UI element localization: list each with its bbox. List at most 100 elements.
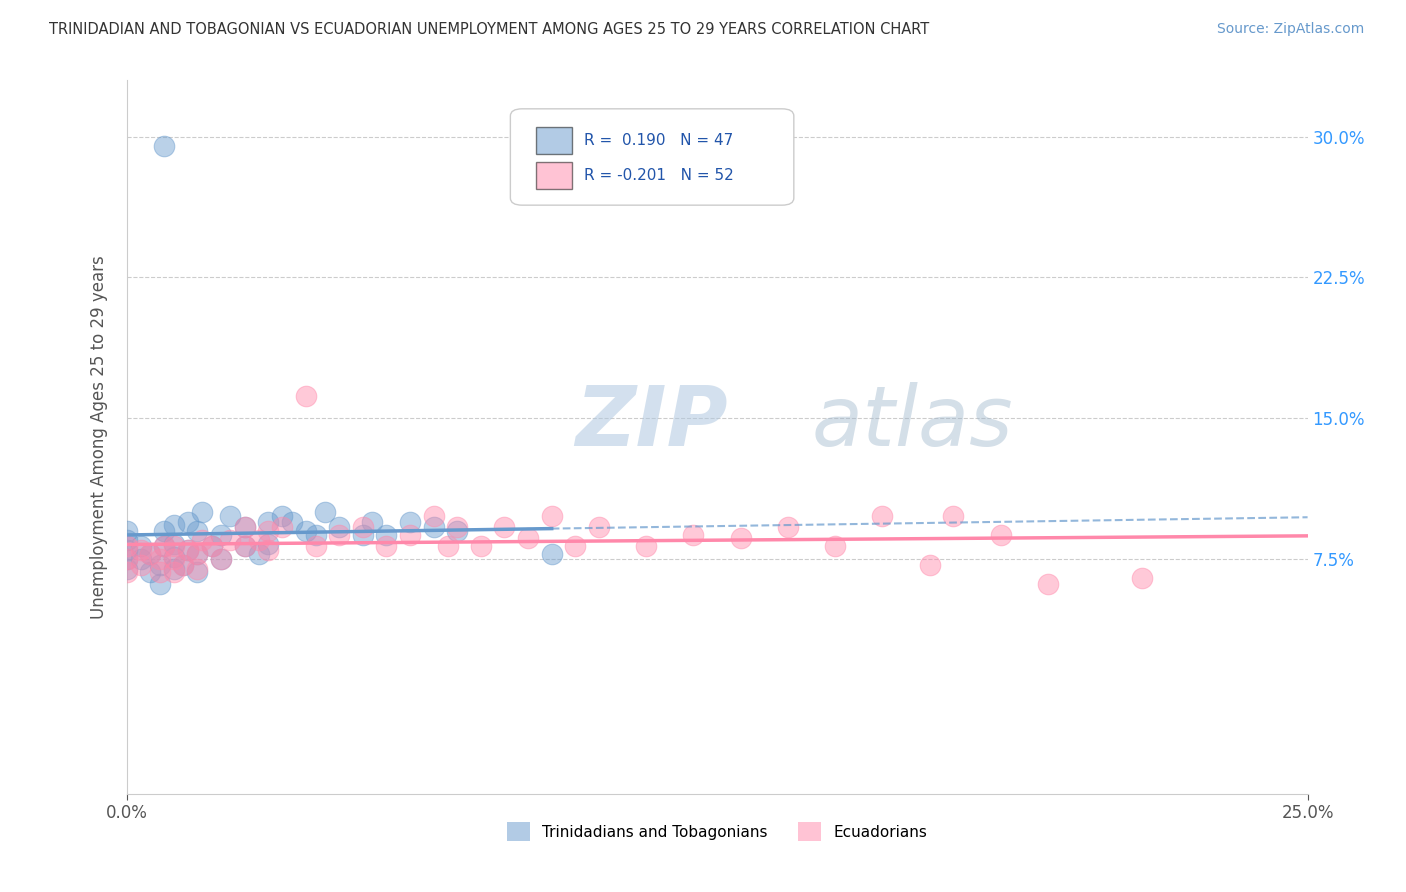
Point bbox=[163, 552, 186, 566]
Point bbox=[115, 552, 138, 566]
Point bbox=[172, 558, 194, 572]
Point bbox=[200, 539, 222, 553]
Text: ZIP: ZIP bbox=[575, 383, 728, 463]
Point bbox=[153, 524, 176, 538]
Point bbox=[163, 518, 186, 533]
Point bbox=[163, 561, 186, 575]
Point bbox=[517, 532, 540, 546]
Point bbox=[446, 520, 468, 534]
Point bbox=[314, 505, 336, 519]
Point bbox=[149, 552, 172, 566]
Point bbox=[115, 539, 138, 553]
Point bbox=[295, 524, 318, 538]
Point bbox=[233, 520, 256, 534]
Point bbox=[163, 566, 186, 580]
Point bbox=[304, 527, 326, 541]
Point bbox=[233, 539, 256, 553]
Point bbox=[540, 547, 562, 561]
Point bbox=[186, 561, 208, 575]
Text: R = -0.201   N = 52: R = -0.201 N = 52 bbox=[583, 169, 734, 184]
Point bbox=[115, 552, 138, 566]
Point bbox=[200, 539, 222, 553]
Point bbox=[153, 139, 176, 153]
Point bbox=[824, 539, 846, 553]
Point bbox=[233, 539, 256, 553]
Point bbox=[399, 527, 422, 541]
Point bbox=[636, 539, 658, 553]
FancyBboxPatch shape bbox=[510, 109, 794, 205]
FancyBboxPatch shape bbox=[536, 127, 572, 153]
Point bbox=[219, 508, 242, 523]
Point bbox=[328, 527, 350, 541]
Point bbox=[328, 520, 350, 534]
Point bbox=[564, 539, 586, 553]
Point bbox=[186, 524, 208, 538]
Point bbox=[129, 542, 152, 557]
Point bbox=[588, 520, 610, 534]
FancyBboxPatch shape bbox=[536, 162, 572, 189]
Text: atlas: atlas bbox=[811, 383, 1014, 463]
Point bbox=[776, 520, 799, 534]
Point bbox=[990, 527, 1012, 541]
Point bbox=[177, 515, 200, 529]
Point bbox=[304, 539, 326, 553]
Point bbox=[1130, 571, 1153, 585]
Point bbox=[446, 524, 468, 538]
Point bbox=[872, 508, 894, 523]
Point bbox=[257, 542, 280, 557]
Point bbox=[115, 566, 138, 580]
Point bbox=[115, 533, 138, 548]
Text: R =  0.190   N = 47: R = 0.190 N = 47 bbox=[583, 133, 733, 148]
Point bbox=[470, 539, 492, 553]
Point bbox=[191, 533, 214, 548]
Point bbox=[422, 508, 444, 523]
Point bbox=[139, 566, 162, 580]
Point bbox=[1036, 576, 1059, 591]
Point bbox=[942, 508, 965, 523]
Point bbox=[191, 505, 214, 519]
Point bbox=[153, 539, 176, 553]
Point bbox=[115, 561, 138, 575]
Point bbox=[115, 524, 138, 538]
Point bbox=[186, 547, 208, 561]
Point bbox=[139, 547, 162, 561]
Y-axis label: Unemployment Among Ages 25 to 29 years: Unemployment Among Ages 25 to 29 years bbox=[90, 255, 108, 619]
Point bbox=[375, 539, 398, 553]
Point bbox=[271, 520, 294, 534]
Point bbox=[209, 527, 232, 541]
Point bbox=[209, 552, 232, 566]
Point bbox=[257, 524, 280, 538]
Legend: Trinidadians and Tobagonians, Ecuadorians: Trinidadians and Tobagonians, Ecuadorian… bbox=[501, 816, 934, 847]
Point bbox=[281, 515, 304, 529]
Point bbox=[115, 542, 138, 557]
Point bbox=[730, 532, 752, 546]
Point bbox=[257, 515, 280, 529]
Point bbox=[361, 515, 384, 529]
Point bbox=[172, 558, 194, 572]
Point bbox=[163, 537, 186, 551]
Point bbox=[186, 566, 208, 580]
Point bbox=[186, 547, 208, 561]
Point bbox=[129, 558, 152, 572]
Point bbox=[257, 537, 280, 551]
Point bbox=[399, 515, 422, 529]
Point bbox=[295, 389, 318, 403]
Point bbox=[271, 508, 294, 523]
Point bbox=[209, 552, 232, 566]
Point bbox=[682, 527, 704, 541]
Point bbox=[540, 508, 562, 523]
Point bbox=[436, 539, 458, 553]
Point bbox=[494, 520, 516, 534]
Point bbox=[149, 558, 172, 572]
Point bbox=[153, 539, 176, 553]
Point bbox=[375, 527, 398, 541]
Point bbox=[149, 576, 172, 591]
Point bbox=[247, 533, 270, 548]
Point bbox=[129, 539, 152, 553]
Point bbox=[177, 542, 200, 557]
Point bbox=[352, 527, 374, 541]
Point bbox=[149, 566, 172, 580]
Point bbox=[163, 550, 186, 565]
Point bbox=[918, 558, 941, 572]
Point bbox=[233, 520, 256, 534]
